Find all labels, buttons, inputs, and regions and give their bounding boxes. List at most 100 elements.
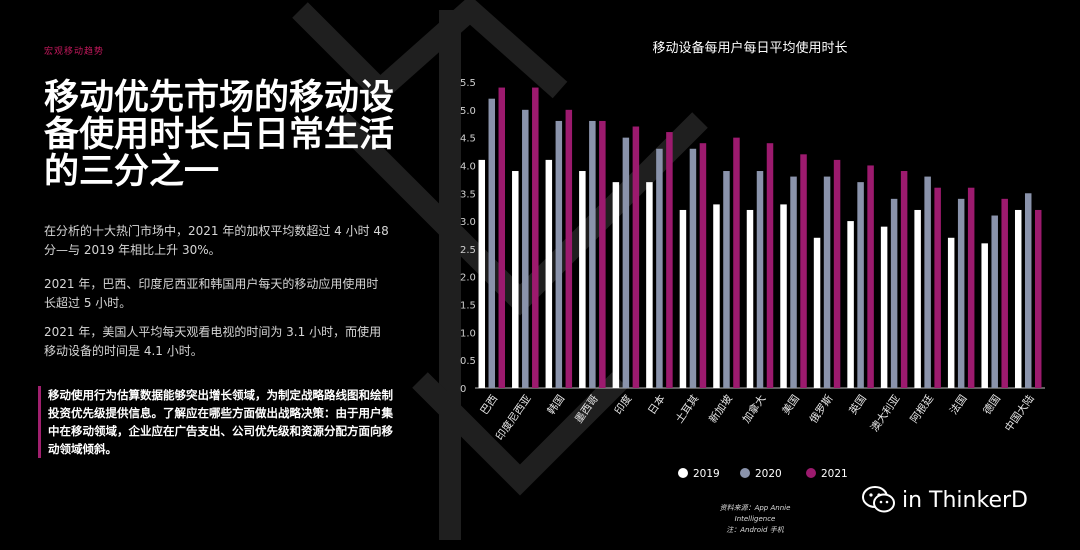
source-line: 资料来源：App Annie Intelligence (719, 504, 791, 523)
bar-2020 (555, 120, 563, 388)
y-tick-label: 2.5 (460, 245, 476, 256)
legend-marker-2021 (806, 468, 816, 478)
legend-marker-2019 (678, 468, 688, 478)
legend-label: 2021 (821, 468, 848, 480)
bar-2020 (756, 171, 764, 388)
bar-2021 (666, 132, 673, 388)
y-tick-label: 5.5 (460, 78, 476, 89)
bar-2020 (622, 137, 630, 388)
bar-2021 (498, 87, 506, 389)
bar-2021 (1034, 209, 1042, 388)
y-tick-label: 1.0 (460, 328, 476, 339)
bar-2021 (867, 165, 874, 388)
x-tick-label: 德国 (980, 392, 1003, 417)
bar-2020 (924, 176, 931, 388)
paragraph-top-markets: 2021 年，巴西、印度尼西亚和韩国用户每天的移动应用使用时长超过 5 小时。 (44, 277, 379, 310)
bar-2020 (823, 176, 831, 388)
x-tick-label: 墨西哥 (573, 393, 601, 426)
bar-2020 (857, 182, 864, 388)
bar-2019 (746, 209, 754, 388)
source-note: 资料来源：App Annie Intelligence 注：Android 手机 (700, 503, 810, 536)
x-tick-label: 澳大利亚 (868, 392, 903, 434)
bar-2019 (612, 182, 620, 388)
x-tick-label: 法国 (947, 392, 970, 417)
bar-2021 (833, 159, 841, 388)
x-tick-label: 俄罗斯 (807, 392, 836, 426)
bar-2019 (478, 159, 486, 388)
bar-2021 (900, 171, 908, 388)
bar-2020 (991, 215, 998, 388)
x-tick-label: 巴西 (478, 393, 500, 417)
bar-2019 (713, 204, 720, 388)
x-tick-label: 日本 (645, 392, 668, 417)
bar-2019 (914, 209, 921, 388)
y-tick-label: 4.5 (460, 134, 476, 145)
y-tick-label: 3.5 (460, 189, 476, 200)
bar-2021 (800, 154, 807, 388)
bar-2020 (488, 98, 496, 388)
bar-2020 (957, 198, 965, 388)
bar-2020 (790, 176, 797, 388)
y-tick-label: 1.5 (460, 301, 476, 312)
y-tick-label: 4.0 (460, 161, 476, 172)
x-tick-label: 印度 (612, 392, 635, 417)
legend-label: 2020 (755, 468, 782, 480)
x-tick-label: 英国 (846, 392, 869, 417)
bar-2019 (545, 159, 553, 388)
bar-2021 (1001, 198, 1008, 388)
bar-2021 (565, 109, 573, 389)
bar-2020 (522, 109, 529, 389)
bar-2019 (1014, 209, 1022, 388)
x-tick-label: 韩国 (545, 392, 568, 417)
y-tick-label: 5.0 (460, 106, 476, 117)
bar-2019 (512, 171, 519, 388)
wechat-icon (862, 486, 895, 513)
y-tick-label: 0 (460, 384, 466, 395)
bar-2020 (723, 171, 730, 388)
bar-2021 (733, 137, 740, 388)
bar-2020 (1024, 193, 1032, 388)
note-line: 注：Android 手机 (726, 526, 784, 534)
bar-2020 (890, 198, 898, 388)
bar-2020 (689, 148, 697, 388)
x-tick-label: 美国 (779, 392, 802, 417)
y-tick-label: 3.0 (460, 217, 476, 228)
x-tick-label: 阿根廷 (907, 392, 936, 426)
paragraph-weighted-average: 在分析的十大热门市场中，2021 年的加权平均数超过 4 小时 48 分—与 2… (44, 224, 389, 257)
bar-2020 (656, 148, 663, 388)
bar-2021 (632, 126, 640, 388)
bar-2021 (699, 143, 707, 388)
bar-2021 (766, 143, 774, 388)
bar-2021 (967, 187, 975, 388)
legend-label: 2019 (693, 468, 720, 480)
bar-2019 (780, 204, 787, 388)
section-eyebrow: 宏观移动趋势 (44, 47, 105, 57)
bar-2019 (947, 237, 955, 388)
x-tick-label: 新加坡 (706, 392, 735, 426)
chart-title: 移动设备每用户每日平均使用时长 (652, 40, 847, 56)
bar-2019 (679, 209, 687, 388)
x-tick-label: 加拿大 (740, 392, 769, 426)
bar-2019 (880, 226, 888, 388)
brand-watermark: in ThinkerD (862, 485, 1028, 515)
bar-2019 (813, 237, 821, 388)
bar-2021 (532, 87, 539, 389)
bar-2021 (599, 120, 606, 388)
bar-2019 (646, 182, 653, 388)
legend-marker-2020 (740, 468, 750, 478)
bar-2019 (981, 243, 988, 388)
y-tick-label: 2.0 (460, 273, 476, 284)
brand-text: in ThinkerD (902, 487, 1028, 513)
y-tick-label: 0.5 (460, 356, 476, 367)
page-headline: 移动优先市场的移动设备使用时长占日常生活的三分之一 (44, 78, 395, 192)
strategy-callout: 移动使用行为估算数据能够突出增长领域，为制定战略路线图和绘制投资优先级提供信息。… (38, 386, 403, 458)
bar-2019 (847, 221, 854, 388)
paragraph-us-tv-comparison: 2021 年，美国人平均每天观看电视的时间为 3.1 小时，而使用移动设备的时间… (44, 325, 382, 358)
bar-2019 (579, 171, 586, 388)
x-tick-label: 中国大陆 (1002, 392, 1037, 434)
bar-2020 (589, 120, 596, 388)
bar-2021 (934, 187, 941, 388)
usage-bar-chart: 移动设备每用户每日平均使用时长 0 0.5 1.0 1.5 2.0 2.5 3.0 3.5 4.0… (460, 40, 1045, 480)
x-tick-label: 土耳其 (673, 392, 702, 425)
